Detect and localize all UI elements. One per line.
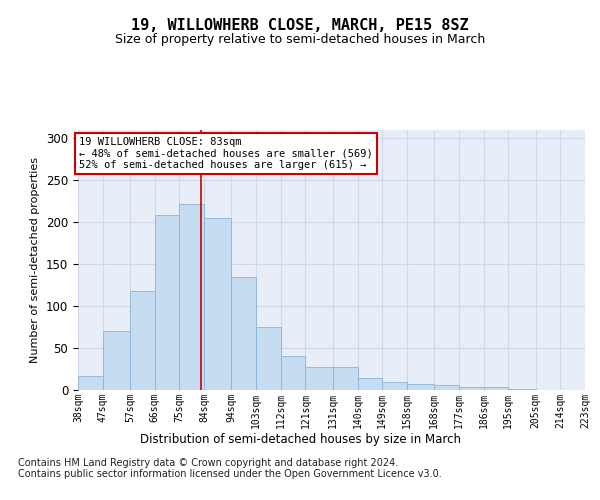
Bar: [155, 214, 179, 390]
Bar: [508, 389, 536, 390]
Bar: [232, 277, 256, 390]
Bar: [179, 204, 204, 390]
Bar: [103, 332, 130, 390]
Bar: [333, 366, 358, 390]
Bar: [204, 218, 232, 390]
Text: 19 WILLOWHERB CLOSE: 83sqm
← 48% of semi-detached houses are smaller (569)
52% o: 19 WILLOWHERB CLOSE: 83sqm ← 48% of semi…: [79, 136, 373, 170]
Text: Size of property relative to semi-detached houses in March: Size of property relative to semi-detach…: [115, 32, 485, 46]
Bar: [78, 376, 103, 390]
Bar: [434, 385, 459, 390]
Bar: [130, 291, 155, 390]
Y-axis label: Number of semi-detached properties: Number of semi-detached properties: [31, 157, 40, 363]
Bar: [281, 356, 305, 390]
Bar: [382, 382, 407, 390]
Bar: [305, 366, 333, 390]
Text: Contains HM Land Registry data © Crown copyright and database right 2024.
Contai: Contains HM Land Registry data © Crown c…: [18, 458, 442, 479]
Bar: [459, 388, 484, 390]
Text: 19, WILLOWHERB CLOSE, MARCH, PE15 8SZ: 19, WILLOWHERB CLOSE, MARCH, PE15 8SZ: [131, 18, 469, 32]
Bar: [484, 388, 508, 390]
Bar: [407, 384, 434, 390]
Bar: [256, 327, 281, 390]
Bar: [358, 378, 382, 390]
Text: Distribution of semi-detached houses by size in March: Distribution of semi-detached houses by …: [139, 432, 461, 446]
